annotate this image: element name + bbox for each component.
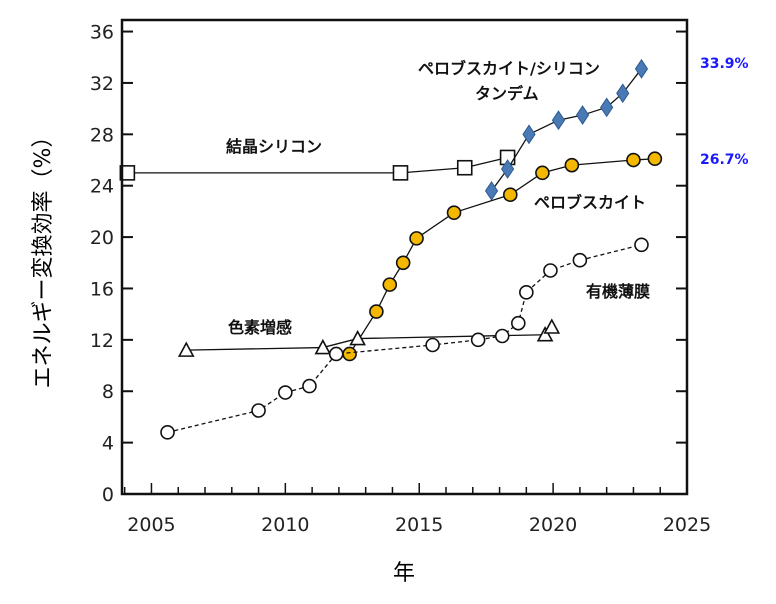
data-point-circle bbox=[535, 165, 550, 181]
data-point-circle bbox=[572, 252, 588, 268]
data-point-circle bbox=[634, 237, 649, 253]
data-point-circle bbox=[543, 263, 558, 278]
x-tick-label: 2005 bbox=[127, 514, 175, 536]
data-point-circle bbox=[342, 346, 357, 362]
x-tick-label: 2020 bbox=[529, 514, 577, 536]
data-point-circle bbox=[278, 385, 293, 400]
data-point-triangle bbox=[536, 326, 554, 342]
data-point-circle bbox=[647, 151, 663, 167]
data-point-circle bbox=[519, 285, 534, 300]
series-3 bbox=[177, 318, 561, 357]
data-point-square bbox=[119, 165, 136, 181]
data-point-circle bbox=[511, 315, 526, 331]
annotation-organic: 有機薄膜 bbox=[586, 282, 650, 301]
x-axis-label: 年 bbox=[393, 561, 415, 586]
data-point-circle bbox=[369, 304, 384, 319]
y-tick-label: 4 bbox=[102, 433, 114, 455]
data-point-square bbox=[392, 165, 409, 181]
data-point-circle bbox=[502, 187, 518, 202]
annotation-silicon: 結晶シリコン bbox=[226, 137, 322, 156]
series-line bbox=[127, 156, 508, 174]
data-point-diamond bbox=[600, 97, 614, 118]
y-axis-label: エネルギー変換効率（%） bbox=[31, 126, 56, 389]
y-tick-label: 24 bbox=[90, 176, 114, 198]
annotation-perovskite: ペロブスカイト bbox=[534, 193, 646, 212]
y-tick-label: 0 bbox=[102, 484, 114, 506]
annotation-tandem-2: タンデム bbox=[475, 84, 539, 103]
data-point-circle bbox=[470, 332, 486, 348]
data-point-circle bbox=[626, 152, 641, 168]
data-point-diamond bbox=[575, 105, 590, 125]
series-line bbox=[167, 244, 642, 433]
record-perovskite: 26.7% bbox=[700, 152, 749, 168]
plot-frame bbox=[120, 18, 689, 496]
annotation-tandem-1: ペロブスカイト/シリコン bbox=[418, 59, 600, 78]
annotation-dye: 色素増感 bbox=[228, 318, 292, 337]
y-tick-label: 16 bbox=[90, 278, 114, 300]
data-point-triangle bbox=[314, 338, 332, 355]
y-tick-label: 8 bbox=[102, 381, 114, 403]
x-tick-label: 2015 bbox=[395, 514, 443, 536]
y-tick-label: 36 bbox=[90, 22, 114, 44]
data-point-circle bbox=[564, 157, 580, 173]
y-tick-label: 12 bbox=[90, 330, 114, 352]
y-tick-label: 32 bbox=[90, 73, 114, 95]
data-point-circle bbox=[382, 277, 398, 292]
data-point-triangle bbox=[543, 318, 561, 334]
series-4 bbox=[160, 237, 649, 440]
data-point-diamond bbox=[500, 159, 515, 179]
data-point-diamond bbox=[484, 180, 499, 201]
data-point-circle bbox=[160, 425, 175, 440]
data-point-circle bbox=[425, 337, 440, 353]
data-point-diamond bbox=[551, 110, 566, 131]
series-line bbox=[349, 158, 655, 355]
data-point-circle bbox=[251, 403, 266, 418]
data-point-square bbox=[456, 159, 473, 176]
data-point-diamond bbox=[634, 58, 649, 79]
data-point-circle bbox=[409, 231, 424, 246]
data-point-diamond bbox=[616, 83, 630, 104]
y-tick-label: 20 bbox=[90, 227, 114, 249]
y-tick-label: 28 bbox=[90, 124, 114, 146]
data-point-circle bbox=[302, 378, 317, 394]
data-point-circle bbox=[328, 346, 344, 362]
data-point-circle bbox=[446, 205, 462, 220]
series-1 bbox=[484, 58, 649, 201]
data-point-circle bbox=[395, 255, 411, 271]
x-tick-label: 2025 bbox=[663, 514, 711, 536]
x-tick-label: 2010 bbox=[261, 514, 309, 536]
data-point-diamond bbox=[522, 124, 536, 145]
series-0 bbox=[119, 149, 516, 181]
data-point-triangle bbox=[349, 329, 366, 346]
series-2 bbox=[342, 151, 663, 362]
data-point-triangle bbox=[177, 341, 195, 357]
data-point-circle bbox=[494, 328, 510, 344]
record-tandem: 33.9% bbox=[700, 56, 749, 72]
